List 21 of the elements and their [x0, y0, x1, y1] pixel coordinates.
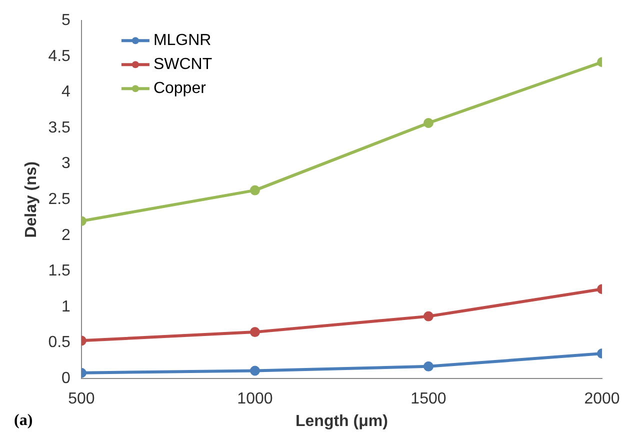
- y-tick-label: 1: [62, 298, 71, 316]
- y-tick-label: 0.5: [48, 334, 71, 352]
- legend-label: SWCNT: [153, 56, 212, 74]
- x-tick-label: 500: [68, 390, 95, 408]
- x-axis-title: Length (μm): [296, 412, 388, 430]
- y-tick-label: 0: [62, 370, 71, 388]
- legend-label: Copper: [153, 80, 207, 98]
- x-tick-label: 1500: [410, 390, 446, 408]
- x-tick-label: 1000: [237, 390, 273, 408]
- x-tick-label: 2000: [584, 390, 620, 408]
- y-tick-label: 3: [62, 155, 71, 172]
- y-tick-label: 2.5: [48, 191, 71, 208]
- y-axis-title: Delay (ns): [23, 161, 40, 238]
- y-tick-label: 4.5: [48, 48, 71, 65]
- text: (a): [14, 412, 33, 430]
- y-tick-label: 5: [62, 12, 71, 30]
- y-tick-label: 3.5: [48, 119, 71, 136]
- legend-label: MLGNR: [153, 32, 212, 50]
- y-tick-label: 2: [62, 226, 71, 244]
- y-tick-label: 1.5: [48, 262, 71, 280]
- y-tick-label: 4: [62, 84, 71, 101]
